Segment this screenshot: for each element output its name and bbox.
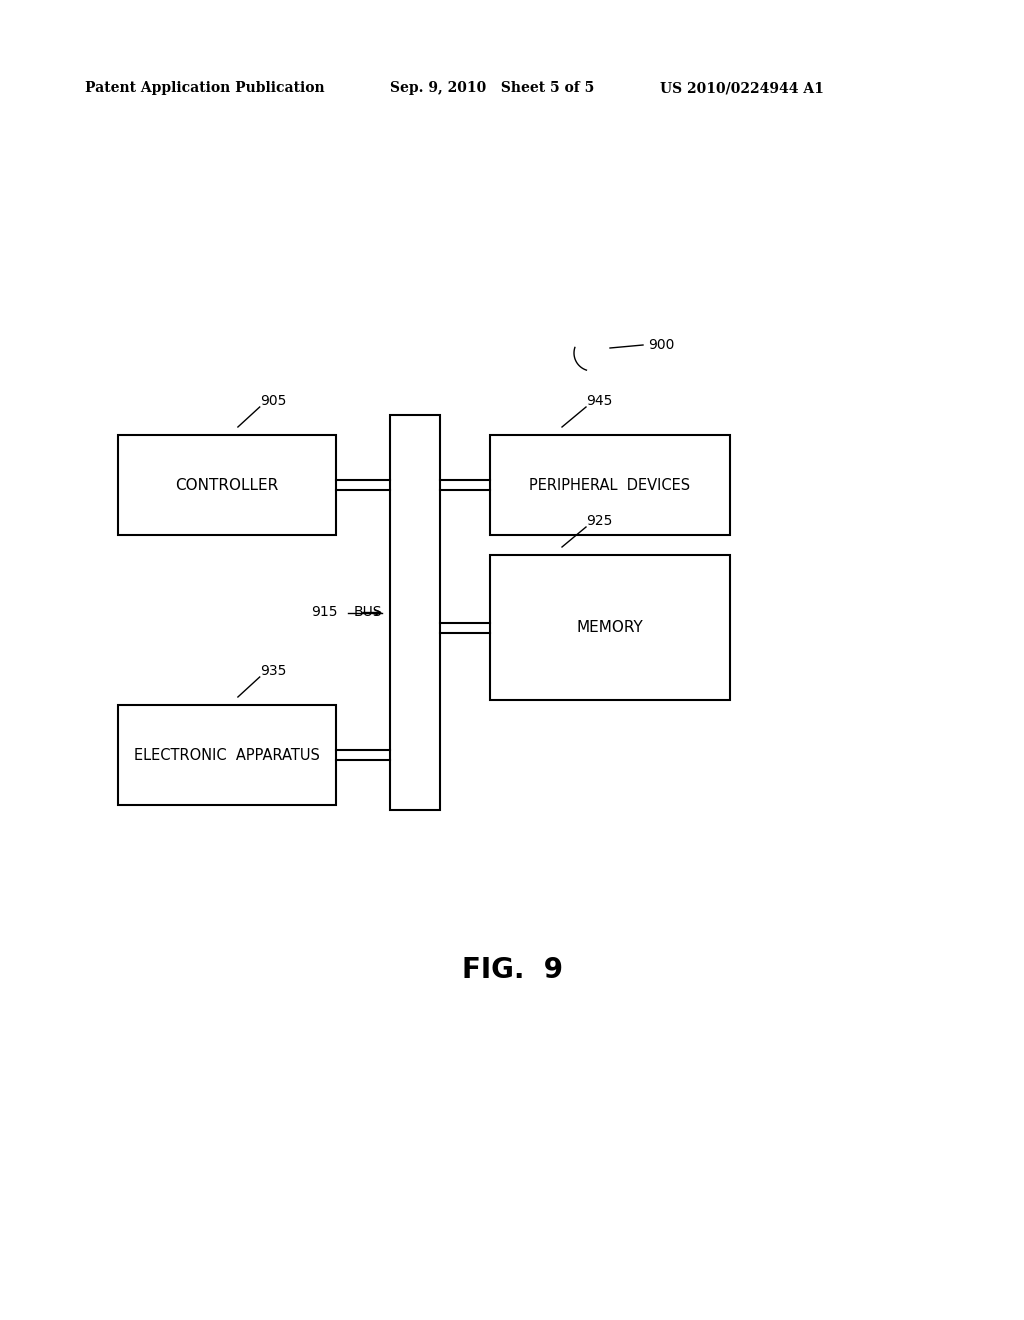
Text: 945: 945 <box>586 393 612 408</box>
Text: CONTROLLER: CONTROLLER <box>175 478 279 492</box>
Bar <box>390 414 440 810</box>
Text: ELECTRONIC  APPARATUS: ELECTRONIC APPARATUS <box>134 747 319 763</box>
Bar <box>118 705 336 805</box>
Text: MEMORY: MEMORY <box>577 620 643 635</box>
Text: 905: 905 <box>260 393 286 408</box>
Bar <box>118 436 336 535</box>
Text: 900: 900 <box>648 338 675 352</box>
Text: FIG.  9: FIG. 9 <box>462 956 562 983</box>
Bar <box>490 554 730 700</box>
Bar <box>490 436 730 535</box>
Text: Patent Application Publication: Patent Application Publication <box>85 81 325 95</box>
Text: BUS: BUS <box>353 606 382 619</box>
Text: US 2010/0224944 A1: US 2010/0224944 A1 <box>660 81 824 95</box>
Text: 925: 925 <box>586 513 612 528</box>
Text: 915: 915 <box>311 606 338 619</box>
Text: 935: 935 <box>260 664 286 678</box>
Text: Sep. 9, 2010   Sheet 5 of 5: Sep. 9, 2010 Sheet 5 of 5 <box>390 81 594 95</box>
Text: PERIPHERAL  DEVICES: PERIPHERAL DEVICES <box>529 478 690 492</box>
